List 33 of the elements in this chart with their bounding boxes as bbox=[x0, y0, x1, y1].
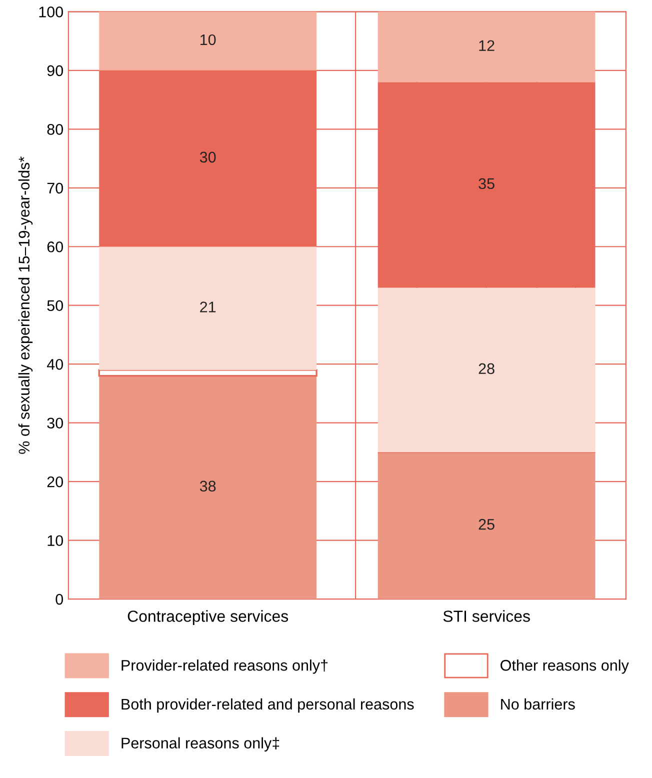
data-label: 21 bbox=[200, 302, 216, 312]
legend-label: No barriers bbox=[501, 698, 575, 710]
legend-label: Both provider-related and personal reasons bbox=[122, 698, 414, 713]
data-label: 28 bbox=[478, 363, 494, 374]
y-tick-label: 100 bbox=[39, 6, 64, 18]
x-tick-label: Contraceptive services bbox=[128, 610, 288, 626]
y-tick-label: 40 bbox=[46, 358, 64, 370]
y-axis-title: % of sexually experienced 15–19-year-olds* bbox=[18, 156, 33, 454]
y-tick-label: 70 bbox=[47, 182, 64, 194]
legend-label: Provider-related reasons only† bbox=[122, 660, 328, 674]
data-label: 12 bbox=[479, 40, 494, 51]
y-tick-label: 80 bbox=[47, 124, 64, 135]
y-tick-label: 90 bbox=[47, 65, 64, 76]
bar bbox=[378, 452, 596, 600]
bar bbox=[378, 288, 596, 452]
x-tick-label: STI services bbox=[443, 610, 530, 622]
y-tick-label: 20 bbox=[47, 476, 64, 488]
data-label: 35 bbox=[478, 178, 494, 190]
bar bbox=[99, 376, 317, 600]
y-tick-label: 60 bbox=[47, 241, 64, 252]
y-tick-label: 0 bbox=[56, 594, 63, 605]
data-label: 25 bbox=[478, 518, 494, 530]
data-label: 10 bbox=[200, 34, 216, 46]
data-label: 38 bbox=[200, 480, 216, 492]
legend-label: Personal reasons only‡ bbox=[122, 737, 280, 752]
bar bbox=[99, 12, 317, 70]
y-tick-label: 10 bbox=[48, 535, 64, 546]
data-label: 30 bbox=[200, 152, 216, 163]
legend-label: Other reasons only bbox=[500, 660, 629, 674]
bar bbox=[378, 12, 596, 82]
bar bbox=[99, 246, 317, 370]
y-tick-label: 30 bbox=[47, 418, 64, 429]
y-tick-label: 50 bbox=[47, 300, 64, 312]
